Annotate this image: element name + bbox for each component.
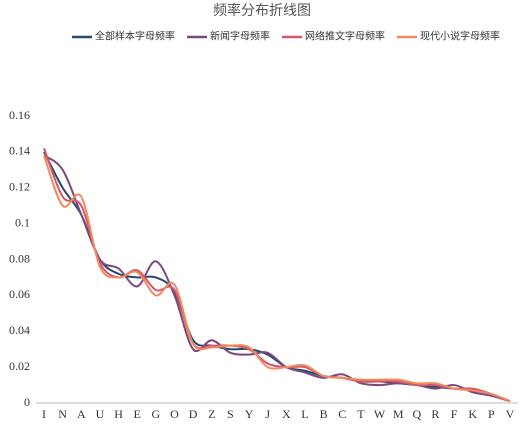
x-tick-label: P (488, 407, 495, 421)
y-tick-label: 0.06 (9, 287, 30, 301)
chart-title: 频率分布折线图 (213, 2, 311, 19)
x-tick-label: K (468, 407, 477, 421)
x-tick-label: I (42, 407, 46, 421)
x-tick-label: G (152, 407, 161, 421)
legend-label: 现代小说字母频率 (420, 29, 500, 42)
y-tick-label: 0.12 (9, 180, 30, 194)
y-tick-label: 0.02 (9, 359, 30, 373)
legend-label: 网络推文字母频率 (305, 29, 385, 42)
x-tick-label: Q (412, 407, 421, 421)
x-tick-label: H (114, 407, 123, 421)
x-tick-label: C (338, 407, 346, 421)
y-tick-label: 0.08 (9, 251, 30, 265)
x-tick-label: T (357, 407, 365, 421)
x-tick-label: W (374, 407, 386, 421)
line-series (43, 155, 511, 403)
y-tick-label: 0.1 (15, 215, 30, 229)
line-series (43, 151, 511, 403)
x-tick-label: L (301, 407, 308, 421)
x-tick-label: O (170, 407, 179, 421)
line-series (43, 154, 511, 403)
line-series (43, 147, 511, 403)
x-tick-label: A (77, 407, 86, 421)
x-tick-label: D (189, 407, 198, 421)
x-tick-label: J (265, 407, 270, 421)
x-tick-label: U (96, 407, 105, 421)
y-tick-label: 0.04 (9, 323, 30, 337)
y-tick-label: 0 (24, 395, 30, 409)
legend-label: 全部样本字母频率 (95, 29, 175, 42)
x-tick-label: N (58, 407, 67, 421)
x-tick-label: X (282, 407, 291, 421)
x-tick-label: Y (245, 407, 254, 421)
x-tick-label: F (451, 407, 458, 421)
y-tick-label: 0.14 (9, 144, 30, 158)
x-tick-label: S (227, 407, 234, 421)
x-tick-label: E (134, 407, 141, 421)
x-tick-label: M (393, 407, 404, 421)
legend-label: 新闻字母频率 (210, 29, 270, 42)
x-tick-label: Z (208, 407, 215, 421)
x-tick-label: B (320, 407, 328, 421)
x-tick-label: V (506, 407, 515, 421)
x-tick-label: R (431, 407, 439, 421)
y-tick-label: 0.16 (9, 108, 30, 122)
